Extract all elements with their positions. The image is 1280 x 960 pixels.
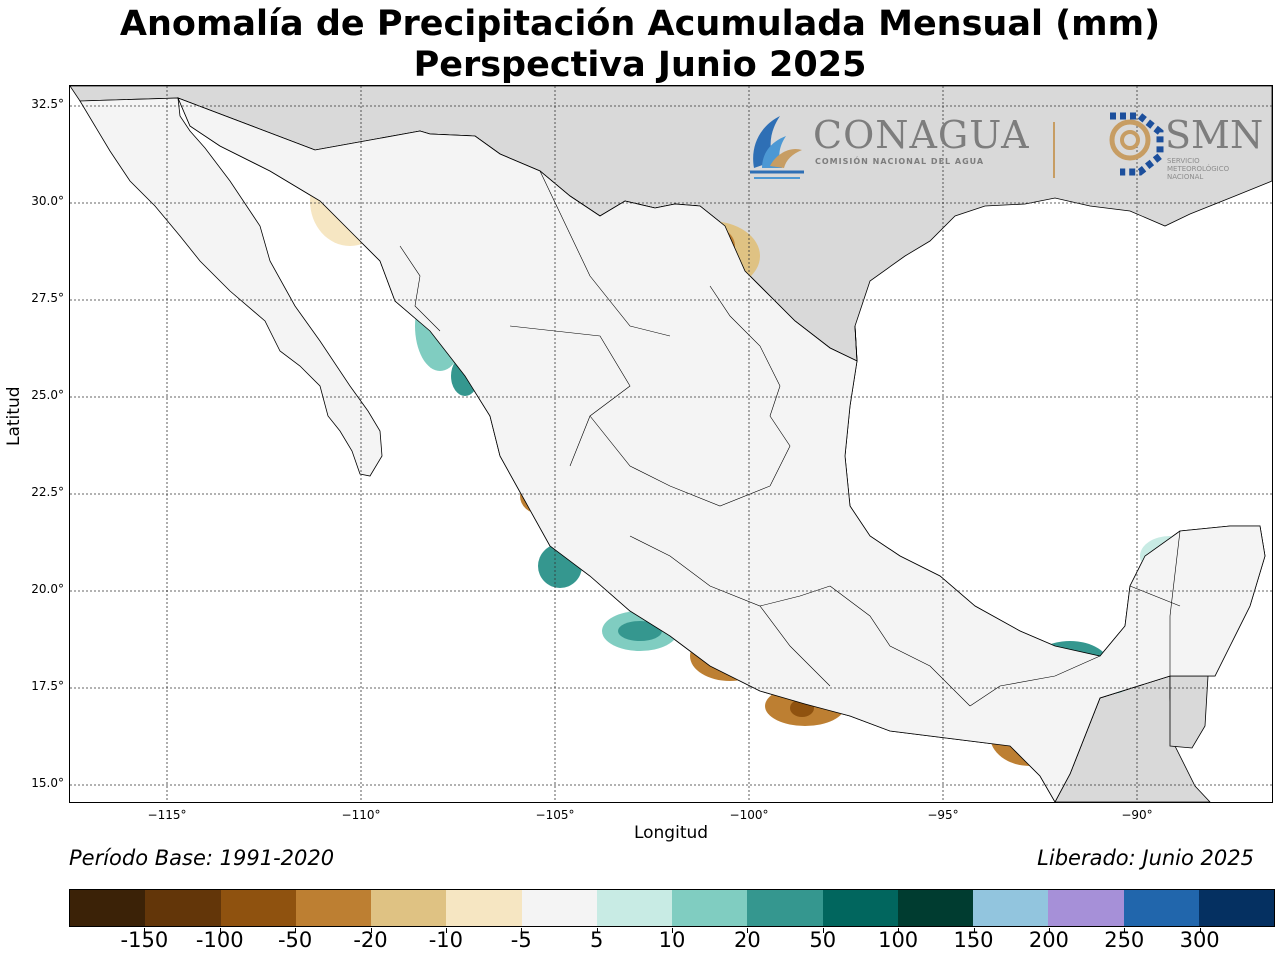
colorbar-segment bbox=[897, 890, 973, 926]
colorbar-tick bbox=[822, 928, 824, 933]
y-tick-label: 20.0° bbox=[31, 582, 64, 596]
colorbar-segment bbox=[672, 890, 748, 926]
conagua-logo-subtitle: COMISIÓN NACIONAL DEL AGUA bbox=[815, 157, 985, 166]
conagua-logo-icon bbox=[750, 112, 1164, 179]
colorbar-segment bbox=[295, 890, 371, 926]
colorbar-segment bbox=[1048, 890, 1124, 926]
colorbar-label: 5 bbox=[589, 928, 604, 952]
colorbar-label: 10 bbox=[658, 928, 686, 952]
colorbar-segment bbox=[446, 890, 522, 926]
colorbar-label: 100 bbox=[878, 928, 919, 952]
colorbar-labels: -150 -100 -50 -20 -10 -5 5 10 20 50 100 150 200 250 30… bbox=[69, 928, 1275, 958]
x-tick-label: −110° bbox=[341, 808, 381, 822]
colorbar-tick bbox=[1048, 928, 1050, 933]
x-tick-label: −100° bbox=[729, 808, 769, 822]
smn-logo-text: SMN bbox=[1165, 113, 1264, 157]
colorbar-segment bbox=[596, 890, 672, 926]
colorbar-tick bbox=[521, 928, 523, 933]
colorbar-segment bbox=[220, 890, 296, 926]
y-tick-label: 15.0° bbox=[31, 776, 64, 790]
y-axis-label: Latitud bbox=[4, 386, 24, 446]
y-tick-label: 25.0° bbox=[31, 388, 64, 402]
map-panel bbox=[69, 85, 1273, 803]
colorbar-tick bbox=[445, 928, 447, 933]
y-tick-label: 32.5° bbox=[31, 97, 64, 111]
colorbar-tick bbox=[973, 928, 975, 933]
colorbar-label: 20 bbox=[734, 928, 761, 952]
x-axis-label: Longitud bbox=[633, 823, 709, 843]
baja-california bbox=[79, 97, 383, 477]
belize-landmass bbox=[1169, 675, 1209, 749]
colorbar-segment bbox=[747, 890, 823, 926]
colorbar-segment bbox=[1123, 890, 1199, 926]
colorbar-segment bbox=[371, 890, 447, 926]
colorbar-label: -5 bbox=[510, 928, 532, 952]
colorbar-tick bbox=[596, 928, 598, 933]
gridlines bbox=[70, 86, 1272, 802]
colorbar-label: -150 bbox=[120, 928, 169, 952]
colorbar-tick bbox=[1124, 928, 1126, 933]
colorbar-label: 150 bbox=[953, 928, 994, 952]
logo-divider bbox=[1053, 122, 1055, 178]
colorbar-segment bbox=[1198, 890, 1274, 926]
colorbar-label: 300 bbox=[1179, 928, 1220, 952]
x-tick-label: −115° bbox=[147, 808, 187, 822]
x-tick-label: −105° bbox=[535, 808, 575, 822]
colorbar-segment bbox=[973, 890, 1049, 926]
colorbar-tick bbox=[144, 928, 146, 933]
colorbar bbox=[69, 889, 1275, 927]
colorbar-segment bbox=[70, 890, 146, 926]
colorbar-segment bbox=[145, 890, 221, 926]
colorbar-tick bbox=[295, 928, 297, 933]
colorbar-tick bbox=[898, 928, 900, 933]
conagua-logo-text: CONAGUA bbox=[813, 113, 1030, 157]
y-tick-label: 30.0° bbox=[31, 194, 64, 208]
y-tick-label: 27.5° bbox=[31, 291, 64, 305]
colorbar-label: -10 bbox=[428, 928, 464, 952]
colorbar-tick bbox=[219, 928, 221, 933]
colorbar-tick bbox=[1199, 928, 1201, 933]
title-line-1: Anomalía de Precipitación Acumulada Mens… bbox=[119, 4, 1161, 44]
release-date-text: Liberado: Junio 2025 bbox=[1037, 846, 1254, 870]
colorbar-label: 50 bbox=[809, 928, 837, 952]
colorbar-label: 250 bbox=[1104, 928, 1145, 952]
title-line-2: Perspectiva Junio 2025 bbox=[413, 45, 867, 85]
colorbar-segment bbox=[521, 890, 597, 926]
smn-logo-subtitle: SERVICIO METEOROLÓGICO NACIONAL bbox=[1167, 157, 1230, 181]
y-tick-label: 17.5° bbox=[31, 679, 64, 693]
colorbar-label: 200 bbox=[1028, 928, 1069, 952]
colorbar-tick bbox=[747, 928, 749, 933]
map-svg bbox=[70, 86, 1272, 802]
colorbar-label: -20 bbox=[353, 928, 388, 952]
x-tick-label: −90° bbox=[1121, 808, 1153, 822]
y-tick-label: 22.5° bbox=[31, 485, 64, 499]
colorbar-label: -50 bbox=[277, 928, 313, 952]
base-period-text: Período Base: 1991-2020 bbox=[69, 846, 335, 870]
x-tick-label: −95° bbox=[927, 808, 959, 822]
colorbar-tick bbox=[370, 928, 372, 933]
colorbar-tick bbox=[672, 928, 673, 933]
colorbar-label: -100 bbox=[195, 928, 244, 952]
logo-area bbox=[740, 106, 1268, 192]
colorbar-segment bbox=[822, 890, 898, 926]
